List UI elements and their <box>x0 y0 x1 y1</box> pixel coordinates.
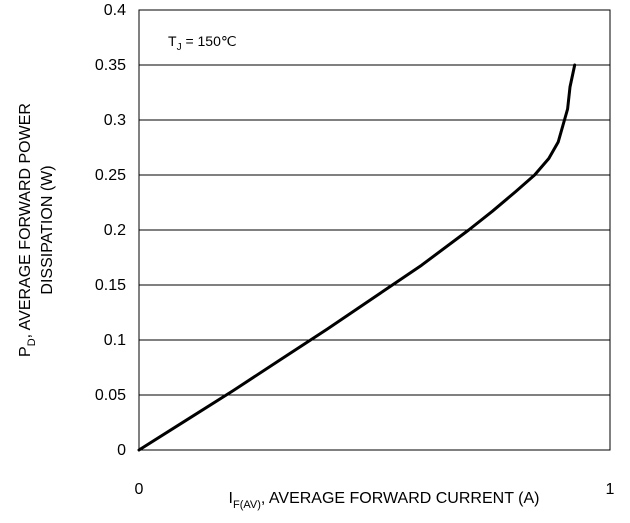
gridlines <box>139 64 610 396</box>
annotation-sub: J <box>177 42 182 53</box>
xlabel-sub: F(AV) <box>233 499 261 511</box>
x-tick-label: 0 <box>135 481 144 498</box>
xlabel-rest: , AVERAGE FORWARD CURRENT (A) <box>261 490 540 507</box>
ylabel-main: P <box>17 346 34 357</box>
series-layer <box>137 63 577 452</box>
junction-temperature-annotation: TJ = 150℃ <box>168 33 237 53</box>
y-tick-label: 0.4 <box>104 2 126 19</box>
y-axis-title-line2: DISSIPATION (W) <box>39 165 56 294</box>
series-line <box>137 63 577 452</box>
ylabel-rest: , AVERAGE FORWARD POWER <box>17 103 34 338</box>
annotation-rest: = 150℃ <box>182 33 237 49</box>
y-tick-labels: 0 0.05 0.1 0.15 0.2 0.25 0.3 0.35 0.4 <box>95 2 126 459</box>
y-tick-label: 0.3 <box>104 112 126 129</box>
y-axis-title-line1: PD, AVERAGE FORWARD POWER <box>17 103 38 357</box>
x-axis-title: IF(AV), AVERAGE FORWARD CURRENT (A) <box>229 490 540 511</box>
xlabel-main: I <box>229 490 233 507</box>
plot-frame <box>138 9 611 451</box>
y-tick-label: 0.05 <box>95 387 126 404</box>
y-tick-label: 0.25 <box>95 167 126 184</box>
y-tick-label: 0.2 <box>104 222 126 239</box>
y-tick-label: 0.1 <box>104 332 126 349</box>
x-tick-label: 1 <box>606 481 615 498</box>
annotation-main: T <box>168 33 177 49</box>
y-tick-label: 0.15 <box>95 277 126 294</box>
ylabel-sub: D <box>26 338 38 346</box>
y-tick-label: 0.35 <box>95 57 126 74</box>
y-tick-label: 0 <box>117 442 126 459</box>
